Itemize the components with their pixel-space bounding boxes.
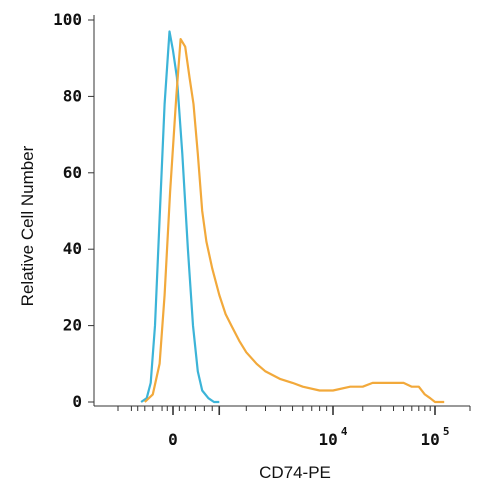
y-tick-label: 40 [63,239,82,258]
y-tick-label: 100 [53,10,82,29]
y-tick-label: 60 [63,163,82,182]
y-tick-label: 80 [63,86,82,105]
x-tick-label: 0 [168,430,178,449]
x-axis-label: CD74-PE [259,463,331,482]
x-axis: 0 10 4 10 5 [94,405,471,449]
y-tick-label: 0 [72,392,82,411]
x-tick-labels: 0 10 4 10 5 [168,425,449,449]
y-tick-label: 20 [63,316,82,335]
x-tick-label: 10 5 [421,425,450,449]
series-line-blue [140,30,220,404]
x-tick-label: 10 4 [319,425,348,449]
y-ticks: 0 20 40 60 80 100 [53,10,94,411]
series-line-orange [144,37,445,404]
y-axis: 0 20 40 60 80 100 [53,10,95,411]
y-axis-label: Relative Cell Number [18,145,37,306]
series-group [140,30,445,404]
x-ticks [117,406,471,415]
